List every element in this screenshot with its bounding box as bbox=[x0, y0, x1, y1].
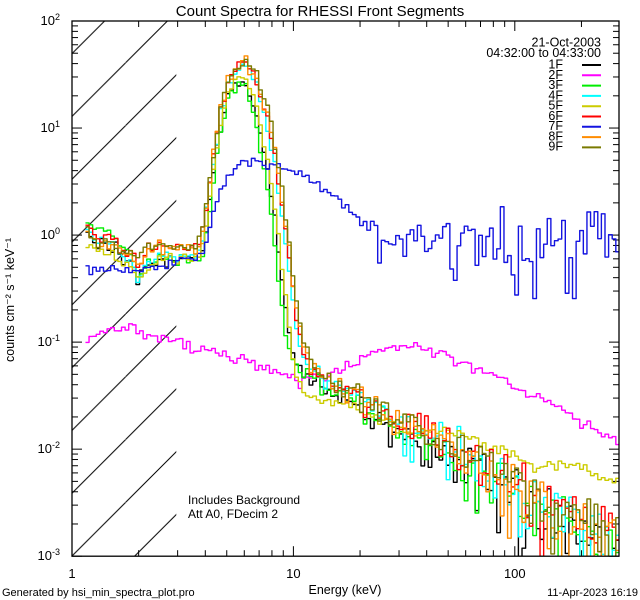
svg-text:Generated by hsi_min_spectra_p: Generated by hsi_min_spectra_plot.pro bbox=[2, 587, 195, 599]
svg-text:Includes Background: Includes Background bbox=[188, 493, 300, 507]
svg-text:Att A0, FDecim 2: Att A0, FDecim 2 bbox=[188, 507, 278, 521]
svg-text:101: 101 bbox=[41, 119, 60, 135]
svg-text:102: 102 bbox=[41, 12, 60, 28]
svg-text:9F: 9F bbox=[548, 140, 563, 154]
svg-text:counts cm⁻² s⁻¹ keV⁻¹: counts cm⁻² s⁻¹ keV⁻¹ bbox=[3, 238, 17, 362]
svg-text:100: 100 bbox=[41, 226, 60, 242]
svg-text:10-3: 10-3 bbox=[38, 547, 60, 563]
svg-text:10-1: 10-1 bbox=[38, 333, 60, 349]
svg-text:10: 10 bbox=[286, 566, 300, 581]
svg-text:04:32:00 to 04:33:00: 04:32:00 to 04:33:00 bbox=[486, 46, 601, 60]
svg-text:Count Spectra for RHESSI Front: Count Spectra for RHESSI Front Segments bbox=[176, 3, 464, 20]
svg-text:11-Apr-2023 16:19: 11-Apr-2023 16:19 bbox=[547, 587, 638, 599]
svg-text:10-2: 10-2 bbox=[38, 440, 60, 456]
svg-text:1: 1 bbox=[68, 566, 75, 581]
svg-text:100: 100 bbox=[504, 566, 526, 581]
svg-text:Energy (keV): Energy (keV) bbox=[309, 583, 382, 597]
